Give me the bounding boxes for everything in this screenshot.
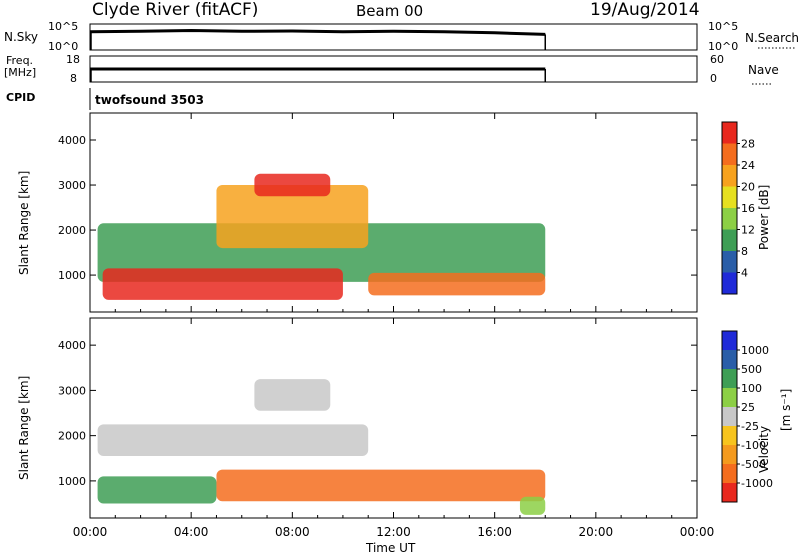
velocity-ylabel: Slant Range [km] — [17, 376, 31, 480]
velocity-colorbar-label: 1000 — [741, 344, 769, 357]
velocity-colorbar-label: 100 — [741, 382, 762, 395]
date-title: 19/Aug/2014 — [590, 0, 700, 20]
velocity-colorbar-label: -100 — [741, 439, 766, 452]
velocity-colorbar-label: 25 — [741, 401, 755, 414]
power-colorbar-label: 24 — [741, 159, 755, 172]
velocity-colorbar-swatch — [722, 445, 737, 465]
frequency-panel: Freq. [MHz] 18 8 60 0 Nave — [4, 53, 779, 85]
power-colorbar-swatch — [722, 186, 737, 209]
power-colorbar-label: 12 — [741, 224, 755, 237]
power-colorbar-swatch — [722, 165, 737, 187]
velocity-panel: 1000 2000 3000 4000 Slant Range [km] 1000 50… — [17, 317, 793, 519]
station-title: Clyde River (fitACF) — [92, 0, 258, 20]
noise-left-tick-top: 10^5 — [48, 20, 78, 33]
power-colorbar-swatch — [722, 251, 737, 273]
power-colorbar-label: 4 — [741, 267, 748, 280]
cpid-label: CPID — [6, 91, 35, 104]
frequency-trace — [90, 67, 546, 82]
power-band-2 — [216, 185, 369, 249]
power-data — [97, 173, 546, 300]
power-colorbar: 28 24 20 16 12 8 4 — [721, 121, 755, 295]
velocity-colorbar-swatch — [722, 369, 737, 389]
x-tick-label: 00:00 — [73, 525, 108, 539]
power-band-3 — [368, 272, 546, 296]
velocity-colorbar-swatch — [722, 350, 737, 370]
noise-right-tick-top: 10^5 — [708, 20, 738, 33]
x-tick-label: 04:00 — [174, 525, 209, 539]
velocity-band-1 — [97, 476, 217, 504]
velocity-data — [97, 379, 546, 515]
velocity-colorbar-swatch — [722, 483, 737, 503]
velocity-colorbar-frame — [721, 330, 738, 503]
power-colorbar-label: 20 — [741, 181, 755, 194]
power-band-1 — [102, 268, 343, 300]
velocity-band-2 — [216, 469, 546, 502]
noise-right-tick-bottom: 10^0 — [708, 40, 738, 53]
power-ylabel: Slant Range [km] — [17, 171, 31, 275]
velocity-ytick-label: 3000 — [58, 384, 86, 397]
velocity-colorbar-swatch — [722, 331, 737, 351]
velocity-y-axis: 1000 2000 3000 4000 — [58, 339, 697, 488]
power-ytick-label: 2000 — [58, 224, 86, 237]
power-colorbar-swatch — [722, 208, 737, 230]
velocity-ytick-label: 4000 — [58, 339, 86, 352]
power-band-4 — [254, 173, 331, 197]
velocity-band-3 — [254, 379, 331, 411]
velocity-colorbar-swatch — [722, 407, 737, 427]
velocity-band-0 — [97, 424, 369, 457]
freq-left-tick-top: 18 — [66, 53, 80, 66]
x-tick-label: 12:00 — [376, 525, 411, 539]
velocity-colorbar: 1000 500 100 25 -25 -100 -500 -1000 — [721, 330, 773, 503]
power-colorbar-swatch — [722, 229, 737, 252]
velocity-band-4 — [519, 496, 546, 515]
freq-left-label-line2: [MHz] — [4, 66, 36, 79]
power-panel: 1000 2000 3000 4000 Slant Range [km] 28 24 20… — [17, 112, 771, 313]
x-tick-label: 08:00 — [275, 525, 310, 539]
freq-right-label: Nave — [748, 63, 779, 77]
freq-right-tick-top: 60 — [710, 53, 724, 66]
noise-trace — [89, 28, 546, 50]
cpid-program: twofsound 3503 — [95, 93, 204, 107]
power-y-axis: 1000 2000 3000 4000 — [58, 134, 697, 282]
power-colorbar-label: 16 — [741, 202, 755, 215]
noise-line — [89, 28, 546, 36]
x-axis-title: Time UT — [365, 541, 416, 554]
velocity-colorbar-label: Velocity — [757, 426, 771, 473]
power-ytick-label: 3000 — [58, 179, 86, 192]
velocity-colorbar-label: 500 — [741, 363, 762, 376]
power-band-0 — [97, 223, 546, 282]
power-colorbar-swatch — [722, 122, 737, 144]
freq-left-label-line1: Freq. — [6, 54, 33, 67]
noise-left-label: N.Sky — [4, 30, 38, 44]
time-axis: 00:00 04:00 08:00 12:00 16:00 20:00 00:00 — [73, 113, 715, 539]
velocity-colorbar-label: -500 — [741, 458, 766, 471]
beam-title: Beam 00 — [356, 2, 423, 20]
power-colorbar-label: Power [dB] — [757, 185, 771, 250]
x-tick-label: 00:00 — [680, 525, 715, 539]
velocity-colorbar-label: -1000 — [741, 477, 773, 490]
noise-left-tick-bottom: 10^0 — [48, 40, 78, 53]
power-ytick-label: 1000 — [58, 269, 86, 282]
power-colorbar-label: 28 — [741, 138, 755, 151]
velocity-colorbar-label: -25 — [741, 420, 759, 433]
power-ytick-label: 4000 — [58, 134, 86, 147]
velocity-colorbar-units: [m s⁻¹] — [779, 389, 793, 431]
velocity-colorbar-swatch — [722, 464, 737, 484]
power-colorbar-label: 8 — [741, 245, 748, 258]
x-tick-label: 20:00 — [579, 525, 614, 539]
noise-panel: N.Sky 10^5 10^0 10^5 10^0 N.Search — [4, 20, 799, 53]
x-tick-label: 16:00 — [477, 525, 512, 539]
freq-right-tick-bottom: 0 — [710, 72, 717, 85]
velocity-colorbar-swatch — [722, 388, 737, 408]
velocity-colorbar-swatch — [722, 426, 737, 446]
noise-right-label: N.Search — [745, 31, 799, 45]
freq-left-tick-bottom: 8 — [70, 72, 77, 85]
power-colorbar-swatch — [722, 272, 737, 295]
velocity-ytick-label: 1000 — [58, 475, 86, 488]
cpid-row: CPID twofsound 3503 — [6, 88, 204, 110]
power-colorbar-swatch — [722, 143, 737, 166]
velocity-ytick-label: 2000 — [58, 430, 86, 443]
